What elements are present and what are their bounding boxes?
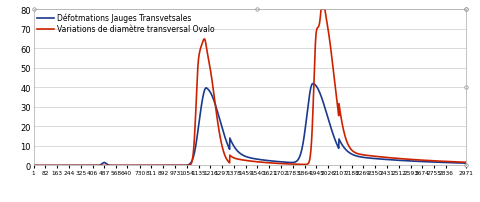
- Défotmations Jauges Transvetsales: [53, 164, 59, 167]
- Défotmations Jauges Transvetsales: [450, 162, 456, 164]
- Défotmations Jauges Transvetsales: [450, 162, 456, 164]
- Défotmations Jauges Transvetsales: [371, 158, 377, 160]
- Variations de diamètre transversal Ovalo: [31, 164, 36, 167]
- Legend: Défotmations Jauges Transvetsales, Variations de diamètre transversal Ovalo: Défotmations Jauges Transvetsales, Varia…: [36, 12, 216, 36]
- Défotmations Jauges Transvetsales: [463, 162, 468, 164]
- Défotmations Jauges Transvetsales: [241, 155, 247, 157]
- Variations de diamètre transversal Ovalo: [241, 159, 247, 162]
- Défotmations Jauges Transvetsales: [310, 83, 316, 85]
- Variations de diamètre transversal Ovalo: [229, 156, 235, 158]
- Défotmations Jauges Transvetsales: [229, 142, 235, 145]
- Défotmations Jauges Transvetsales: [31, 164, 36, 167]
- Variations de diamètre transversal Ovalo: [371, 155, 377, 158]
- Line: Défotmations Jauges Transvetsales: Défotmations Jauges Transvetsales: [34, 84, 466, 166]
- Variations de diamètre transversal Ovalo: [53, 164, 59, 167]
- Variations de diamètre transversal Ovalo: [463, 161, 468, 164]
- Variations de diamètre transversal Ovalo: [318, 9, 324, 11]
- Variations de diamètre transversal Ovalo: [450, 161, 456, 163]
- Line: Variations de diamètre transversal Ovalo: Variations de diamètre transversal Ovalo: [34, 10, 466, 166]
- Variations de diamètre transversal Ovalo: [450, 161, 456, 163]
